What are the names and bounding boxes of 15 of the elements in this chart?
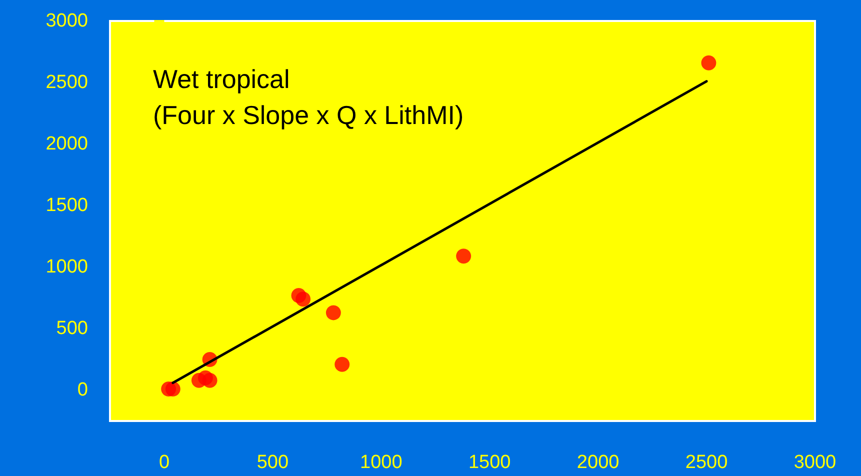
x-tick-label: 1500 [468, 452, 511, 473]
x-tick-label: 2000 [576, 452, 620, 473]
x-tick-label: 3000 [794, 452, 836, 473]
y-tick-label: 500 [56, 318, 88, 340]
x-tick-label: 0 [158, 452, 170, 473]
y-tick-label: 3000 [46, 10, 88, 32]
y-tick-label: 1500 [46, 195, 88, 216]
y-tick-label: 1000 [46, 256, 88, 278]
y-tick-label: 2000 [46, 134, 88, 155]
y-tick-label: 2500 [46, 72, 88, 94]
y-tick-label: 0 [77, 380, 88, 401]
x-tick-label: 1000 [360, 452, 402, 473]
x-tick-label: 2500 [685, 452, 728, 473]
text: Wet tropical (Four x Slope x Q x LithMI) [153, 64, 464, 130]
x-tick-label: 500 [256, 452, 289, 473]
